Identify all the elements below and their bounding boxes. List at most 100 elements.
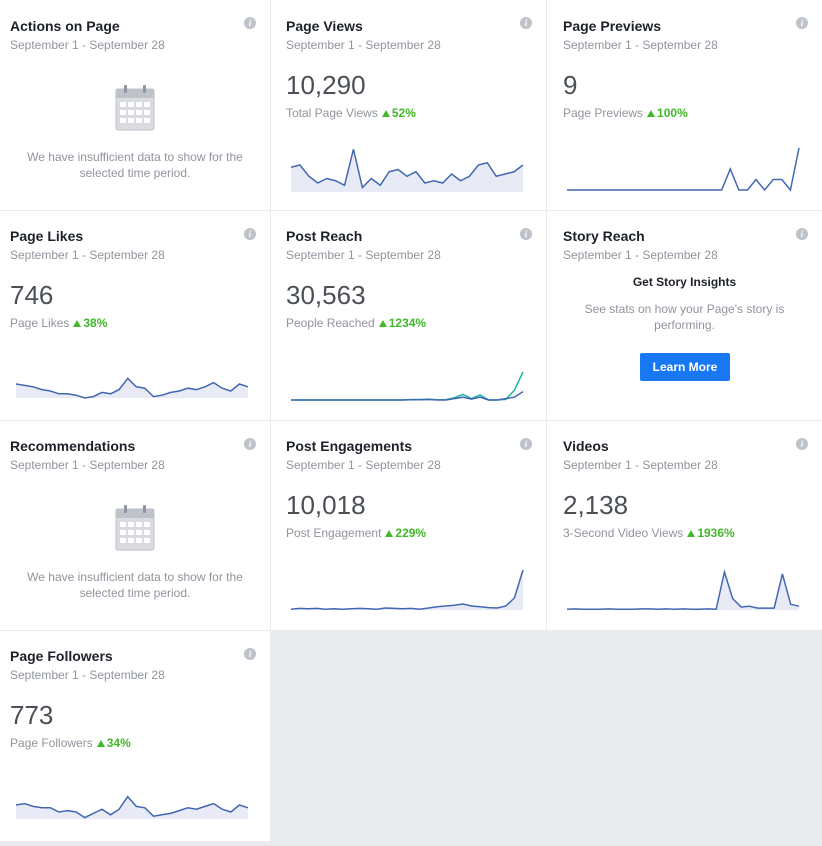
metric-label: Page Likes (10, 316, 70, 330)
date-range: September 1 - September 28 (286, 248, 441, 262)
sparkline-chart (16, 795, 249, 819)
info-icon[interactable]: i (520, 17, 532, 29)
change-percent: 100% (657, 106, 688, 120)
card-post-engagements[interactable]: Post Engagements September 1 - September… (271, 421, 546, 630)
metric-value: 9 (563, 70, 578, 100)
sparkline-chart (291, 149, 524, 192)
metric-value: 2,138 (563, 490, 629, 520)
date-range: September 1 - September 28 (10, 248, 165, 262)
sparkline-chart (567, 569, 800, 611)
info-icon[interactable]: i (244, 228, 256, 240)
info-icon[interactable]: i (796, 228, 808, 240)
metric-value: 30,563 (286, 280, 366, 310)
card-title: Page Followers (10, 648, 113, 664)
info-icon[interactable]: i (796, 438, 808, 450)
info-icon[interactable]: i (244, 17, 256, 29)
change-percent: 1234% (388, 316, 427, 330)
change-percent: 38% (83, 316, 108, 330)
date-range: September 1 - September 28 (286, 458, 441, 472)
card-post-reach[interactable]: Post Reach September 1 - September 28 i … (271, 211, 546, 420)
up-arrow-icon (687, 530, 696, 537)
card-title: Page Likes (10, 228, 84, 244)
story-insights-description: See stats on how your Page's story is pe… (584, 302, 785, 332)
sparkline-chart (291, 371, 524, 401)
up-arrow-icon (378, 320, 387, 327)
metric-row: Page Previews 100% (563, 106, 688, 120)
sparkline-line-secondary (291, 371, 524, 401)
sparkline-area (291, 149, 523, 192)
date-range: September 1 - September 28 (10, 458, 165, 472)
date-range: September 1 - September 28 (10, 38, 165, 52)
date-range: September 1 - September 28 (10, 668, 165, 682)
sparkline-line (16, 377, 249, 399)
metric-value: 746 (10, 280, 54, 310)
insufficient-data-text: We have insufficient data to show for th… (27, 150, 243, 180)
card-title: Post Reach (286, 228, 363, 244)
metric-row: 3-Second Video Views 1936% (563, 526, 735, 540)
calendar-icon (115, 85, 155, 131)
card-title: Story Reach (563, 228, 645, 244)
sparkline-line (291, 390, 524, 401)
metric-value: 10,290 (286, 70, 366, 100)
story-insights-heading: Get Story Insights (632, 275, 737, 289)
date-range: September 1 - September 28 (286, 38, 441, 52)
up-arrow-icon (647, 110, 656, 117)
sparkline-area (16, 796, 248, 819)
card-title: Page Views (286, 18, 363, 34)
sparkline-area (16, 378, 248, 398)
card-title: Recommendations (10, 438, 136, 454)
sparkline-area (291, 570, 523, 610)
sparkline-chart (16, 377, 249, 399)
metric-value: 773 (10, 700, 54, 730)
card-title: Videos (563, 438, 609, 454)
info-icon[interactable]: i (244, 438, 256, 450)
up-arrow-icon (96, 740, 105, 747)
metric-label: People Reached (286, 316, 375, 330)
up-arrow-icon (381, 110, 390, 117)
metric-row: People Reached 1234% (286, 316, 426, 330)
sparkline-line (16, 795, 249, 819)
info-icon[interactable]: i (520, 438, 532, 450)
card-page-likes[interactable]: Page Likes September 1 - September 28 i … (0, 211, 270, 420)
card-videos[interactable]: Videos September 1 - September 28 i 2,13… (547, 421, 822, 630)
card-page-followers[interactable]: Page Followers September 1 - September 2… (0, 631, 270, 841)
calendar-icon (115, 505, 155, 551)
card-story-reach[interactable]: Story Reach September 1 - September 28 i… (547, 211, 822, 420)
card-title: Page Previews (563, 18, 662, 34)
learn-more-button[interactable]: Learn More (640, 353, 730, 381)
metric-row: Page Likes 38% (10, 316, 107, 330)
metric-label: Post Engagement (286, 526, 382, 540)
up-arrow-icon (73, 320, 82, 327)
metric-label: 3-Second Video Views (563, 526, 684, 540)
metric-value: 10,018 (286, 490, 366, 520)
change-percent: 52% (391, 106, 416, 120)
metric-row: Page Followers 34% (10, 736, 131, 750)
date-range: September 1 - September 28 (563, 458, 718, 472)
card-title: Actions on Page (10, 18, 120, 34)
sparkline-line (567, 147, 800, 192)
info-icon[interactable]: i (520, 228, 532, 240)
metric-label: Page Previews (563, 106, 644, 120)
insufficient-data-text: We have insufficient data to show for th… (27, 570, 243, 600)
info-icon[interactable]: i (244, 648, 256, 660)
sparkline-line (291, 149, 524, 189)
card-page-views[interactable]: Page Views September 1 - September 28 i … (271, 0, 546, 210)
card-recommendations[interactable]: Recommendations September 1 - September … (0, 421, 270, 630)
change-percent: 229% (395, 526, 427, 540)
change-percent: 1936% (697, 526, 735, 540)
up-arrow-icon (385, 530, 394, 537)
sparkline-line (567, 569, 800, 611)
sparkline-chart (567, 147, 800, 192)
metric-label: Total Page Views (286, 106, 378, 120)
metric-label: Page Followers (10, 736, 93, 750)
metric-row: Total Page Views 52% (286, 106, 416, 120)
sparkline-line (291, 569, 524, 610)
card-page-previews[interactable]: Page Previews September 1 - September 28… (547, 0, 822, 210)
info-icon[interactable]: i (796, 17, 808, 29)
change-percent: 34% (106, 736, 131, 750)
card-actions-on-page[interactable]: Actions on Page September 1 - September … (0, 0, 270, 210)
card-title: Post Engagements (286, 438, 413, 454)
date-range: September 1 - September 28 (563, 38, 718, 52)
metric-row: Post Engagement 229% (286, 526, 426, 540)
